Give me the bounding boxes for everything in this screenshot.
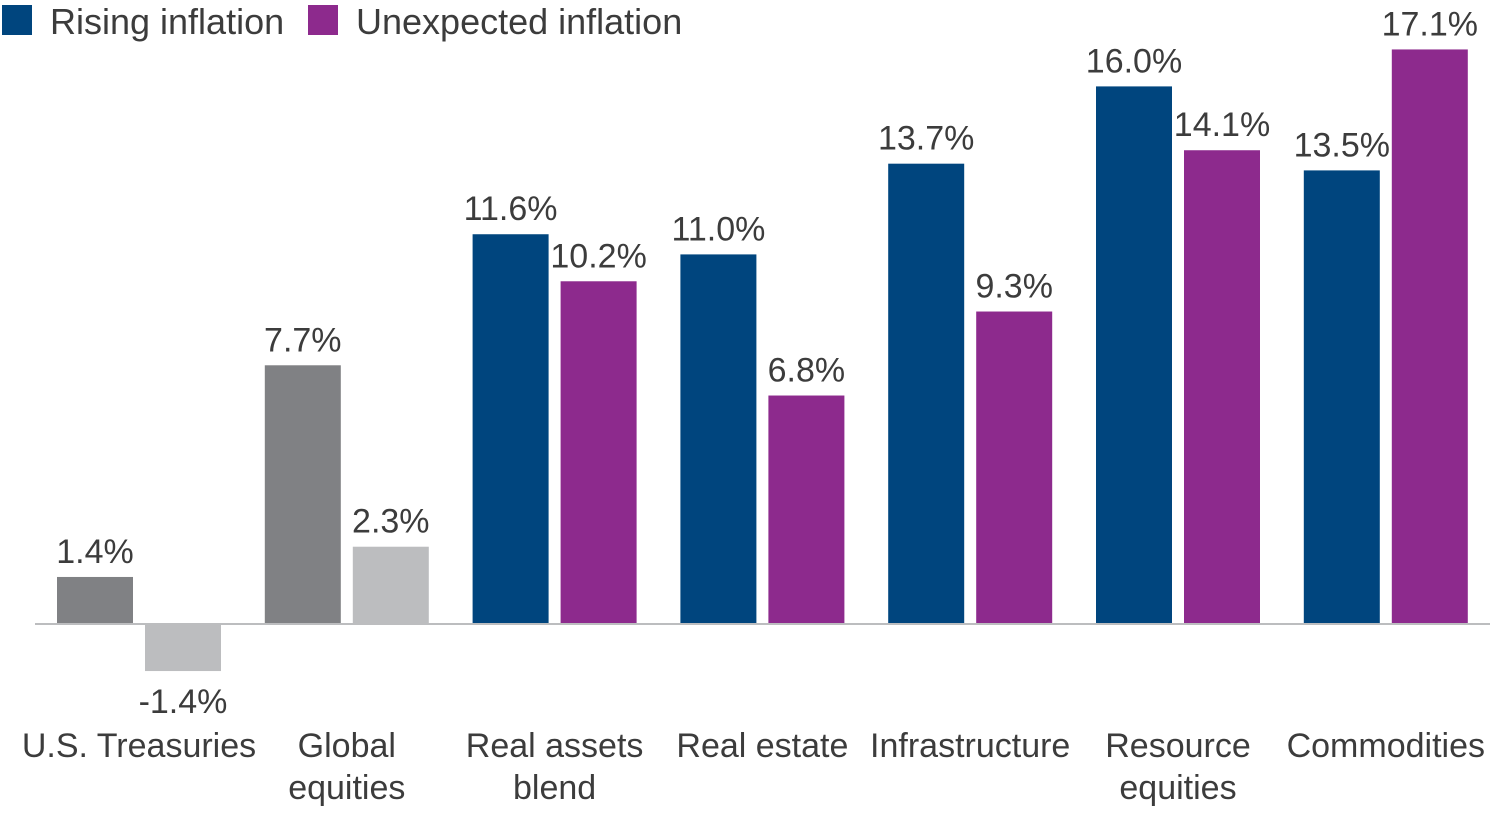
category-label-global-equities: Global equities (288, 727, 405, 807)
bar-commodities-unexpected-inflation (1391, 49, 1468, 624)
value-label-infrastructure-rising-inflation: 13.7% (878, 120, 974, 158)
bar-u-s-treasuries-unexpected-inflation (145, 624, 221, 672)
bar-real-assets-blend-unexpected-inflation (560, 281, 637, 624)
value-label-global-equities-rising-inflation: 7.7% (264, 321, 342, 359)
value-label-real-estate-unexpected-inflation: 6.8% (768, 352, 846, 390)
bar-resource-equities-unexpected-inflation (1184, 150, 1260, 625)
value-labels-layer: 1.4% -1.4% 7.7% 2.3% 11.6% 10.2% 11.0% 6.8% 13.7… (56, 5, 1478, 721)
bar-real-assets-blend-rising-inflation (472, 234, 549, 625)
legend-swatch-unexpected-inflation (308, 5, 338, 35)
value-label-real-assets-blend-unexpected-inflation: 10.2% (550, 237, 646, 275)
bar-global-equities-unexpected-inflation (352, 546, 429, 624)
value-label-u-s-treasuries-rising-inflation: 1.4% (56, 533, 134, 571)
legend-label-unexpected-inflation: Unexpected inflation (356, 1, 682, 42)
value-label-resource-equities-unexpected-inflation: 14.1% (1174, 106, 1270, 144)
bar-u-s-treasuries-rising-inflation (57, 576, 133, 624)
legend-item-rising-inflation: Rising inflation (2, 1, 284, 42)
bar-real-estate-rising-inflation (680, 254, 757, 624)
value-label-u-s-treasuries-unexpected-inflation: -1.4% (139, 683, 228, 721)
bars-layer (57, 49, 1468, 672)
value-label-global-equities-unexpected-inflation: 2.3% (352, 503, 430, 541)
value-label-real-assets-blend-rising-inflation: 11.6% (464, 190, 558, 228)
bar-global-equities-rising-inflation (264, 365, 341, 624)
value-label-resource-equities-rising-inflation: 16.0% (1086, 42, 1182, 80)
bar-infrastructure-unexpected-inflation (976, 311, 1053, 624)
legend-swatch-rising-inflation (2, 5, 32, 35)
legend: Rising inflation Unexpected inflation (2, 1, 682, 42)
legend-label-rising-inflation: Rising inflation (50, 1, 284, 42)
bar-resource-equities-rising-inflation (1096, 86, 1172, 624)
category-label-resource-equities: Resource equities (1105, 727, 1251, 807)
category-labels-layer: U.S. Treasuries Global equities Real assets… (22, 727, 1485, 807)
bar-infrastructure-rising-inflation (888, 163, 965, 624)
value-label-commodities-unexpected-inflation: 17.1% (1382, 5, 1478, 43)
legend-item-unexpected-inflation: Unexpected inflation (308, 1, 682, 42)
category-label-u-s-treasuries: U.S. Treasuries (22, 727, 256, 765)
bar-commodities-rising-inflation (1303, 170, 1380, 624)
value-label-commodities-rising-inflation: 13.5% (1294, 126, 1390, 164)
category-label-real-assets-blend: Real assets blend (466, 727, 644, 807)
bar-real-estate-unexpected-inflation (768, 395, 845, 624)
value-label-infrastructure-unexpected-inflation: 9.3% (975, 268, 1053, 306)
category-label-real-estate: Real estate (676, 727, 848, 765)
category-label-infrastructure: Infrastructure (870, 727, 1070, 765)
value-label-real-estate-rising-inflation: 11.0% (671, 210, 765, 248)
category-label-commodities: Commodities (1287, 727, 1485, 765)
